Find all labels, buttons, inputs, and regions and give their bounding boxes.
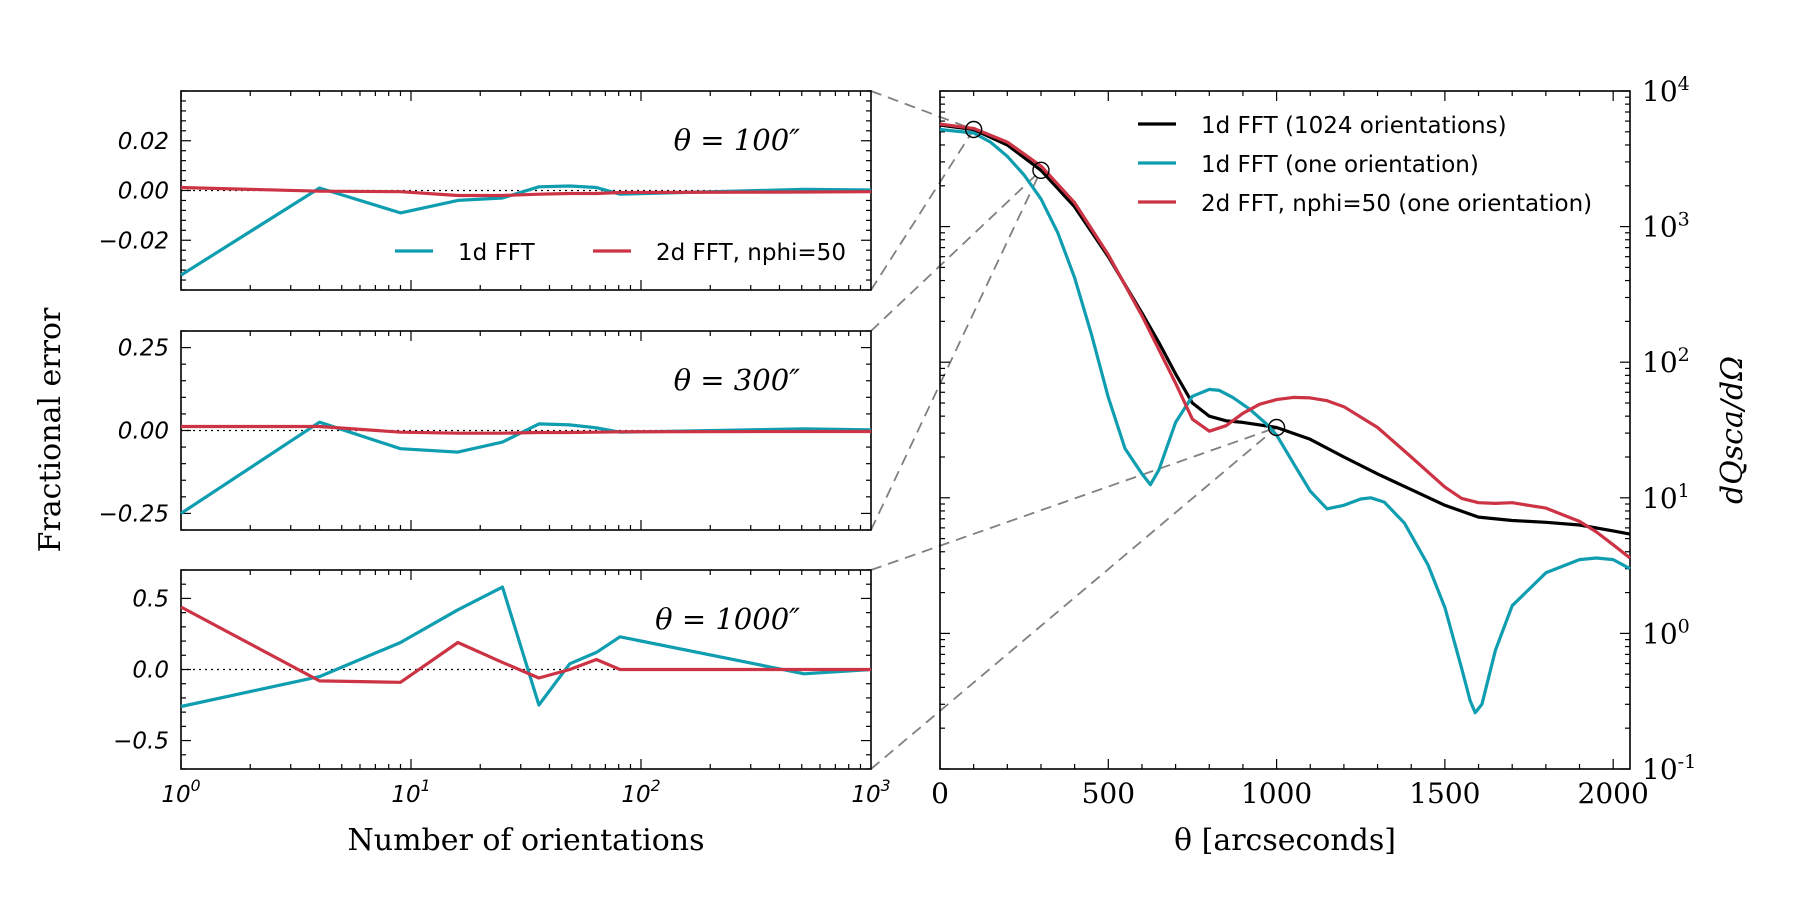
y-tick-label: 101 — [1642, 480, 1690, 515]
right-panel-frame — [939, 90, 1631, 770]
zoom-connector-line — [870, 169, 1042, 332]
series-line-2d-fft-nphi-50 — [180, 185, 872, 198]
legend-label-1d-fft-one: 1d FFT (one orientation) — [1201, 152, 1479, 178]
right-panel-legend: 1d FFT (1024 orientations) 1d FFT (one o… — [1138, 113, 1592, 217]
x-tick-label: 103 — [851, 776, 890, 808]
series-line-2d-fft-nphi-50 — [180, 605, 871, 684]
panel-3-annotation: θ = 1000″ — [655, 602, 800, 636]
y-tick-label: 10-1 — [1642, 751, 1696, 786]
y-tick-label: −0.25 — [99, 501, 169, 527]
zoom-connector-line — [870, 169, 1042, 531]
left-xlabel: Number of orientations — [348, 823, 705, 858]
panel-2-annotation: θ = 300″ — [674, 363, 801, 397]
right-ylabel: dQsca/dΩ — [1715, 356, 1750, 504]
y-tick-label: 103 — [1642, 209, 1690, 244]
y-tick-label: −0.5 — [113, 729, 169, 755]
x-tick-label: 1500 — [1409, 777, 1480, 810]
legend-label-1d-fft: 1d FFT — [458, 240, 536, 266]
x-tick-label: 100 — [161, 776, 200, 808]
right-xlabel: θ [arcseconds] — [1174, 823, 1396, 858]
x-tick-label: 0 — [931, 777, 949, 810]
y-tick-label: 0.5 — [132, 586, 169, 612]
zoom-connector-line — [870, 426, 1278, 770]
panel-theta-300: −0.25 0.00 0.25 θ = 300″ — [99, 330, 872, 531]
zoom-connector-line — [870, 129, 975, 291]
zoom-connector-line — [870, 426, 1277, 571]
y-tick-label: 104 — [1642, 73, 1690, 108]
series-line-1d-fft — [180, 420, 872, 515]
legend-label-2d-fft-one: 2d FFT, nphi=50 (one orientation) — [1201, 191, 1592, 217]
zoom-connector-line — [870, 90, 974, 131]
x-tick-label: 101 — [391, 776, 430, 808]
panel-1-legend: 1d FFT 2d FFT, nphi=50 — [395, 240, 846, 266]
series-line-1d-fft-1024-orientations- — [939, 123, 1631, 536]
x-tick-label: 1000 — [1241, 777, 1312, 810]
x-tick-label: 102 — [621, 776, 660, 808]
series-line-2d-fft-nphi-50 — [181, 424, 871, 435]
y-tick-label: 0.0 — [132, 658, 169, 684]
selected-theta-marker — [1032, 161, 1050, 180]
panel-1-annotation: θ = 100″ — [674, 123, 801, 157]
series-line-1d-fft — [180, 585, 872, 709]
y-tick-label: 102 — [1642, 344, 1690, 379]
panel-theta-1000: −0.5 0.0 0.5 100 101 102 103 θ = 1000″ — [113, 569, 891, 808]
panel-theta-100: −0.02 0.00 0.02 θ = 100″ 1d FFT 2d FFT, np… — [99, 90, 872, 291]
selected-theta-marker — [964, 120, 983, 139]
legend-label-2d-fft: 2d FFT, nphi=50 — [656, 240, 846, 266]
selected-theta-marker — [1267, 418, 1286, 437]
y-tick-label: 0.02 — [118, 129, 169, 155]
x-tick-label: 2000 — [1578, 777, 1649, 810]
x-tick-label: 500 — [1082, 777, 1135, 810]
y-tick-label: 0.25 — [118, 336, 169, 362]
legend-label-1d-fft-1024: 1d FFT (1024 orientations) — [1201, 113, 1507, 139]
y-tick-label: 0.00 — [118, 419, 169, 445]
zoom-connectors — [870, 90, 1278, 770]
shared-ylabel: Fractional error — [33, 307, 68, 552]
y-tick-label: 100 — [1642, 615, 1690, 650]
y-tick-label: 0.00 — [118, 179, 169, 205]
series-line-2d-fft-nphi-50-one-orientation- — [939, 122, 1631, 560]
y-tick-label: −0.02 — [99, 228, 169, 254]
